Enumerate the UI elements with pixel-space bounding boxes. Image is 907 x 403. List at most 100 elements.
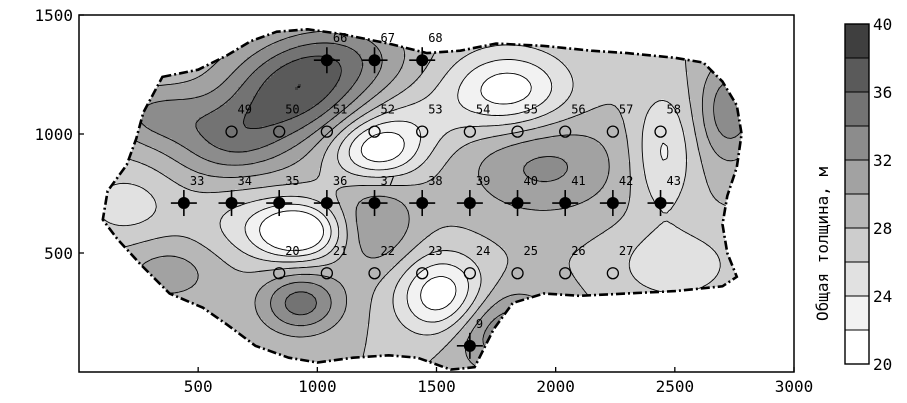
- contour-band-24-26: [415, 153, 430, 156]
- contour-band-28-30: [340, 318, 370, 321]
- contour-band-22-24: [352, 141, 364, 144]
- contour-band-32-34: [271, 297, 286, 300]
- contour-band-32-34: [247, 57, 271, 60]
- well-37-label: 37: [381, 174, 395, 188]
- contour-band-26-28: [151, 216, 223, 219]
- contour-band-20-22: [361, 147, 403, 150]
- contour-band-26-28: [478, 267, 505, 270]
- contour-band-26-28: [367, 324, 403, 327]
- contour-band-26-28: [685, 156, 700, 159]
- contour-band-32-34: [298, 129, 316, 132]
- contour-band-32-34: [220, 84, 241, 87]
- contour-band-28-30: [199, 276, 280, 279]
- contour-band-26-28: [412, 84, 439, 87]
- contour-band-24-26: [394, 309, 412, 312]
- contour-band-28-30: [610, 168, 631, 171]
- contour-band-30-32: [382, 54, 406, 57]
- contour-band-24-26: [631, 273, 718, 276]
- contour-band-32-34: [316, 300, 331, 303]
- contour-band-30-32: [379, 72, 397, 75]
- contour-band-34-36: [196, 123, 244, 126]
- contour-band-26-28: [628, 150, 643, 153]
- contour-band-28-30: [337, 258, 403, 261]
- contour-band-30-32: [274, 156, 304, 159]
- contour-band-28-30: [700, 159, 727, 162]
- contour-band-22-24: [325, 231, 331, 234]
- contour-band-26-28: [364, 351, 439, 354]
- contour-band-34-36: [196, 120, 244, 123]
- contour-band-22-24: [661, 153, 667, 156]
- contour-band-28-30: [193, 285, 262, 288]
- well-27-label: 27: [619, 244, 633, 258]
- contour-band-26-28: [571, 72, 688, 75]
- contour-band-26-28: [427, 63, 454, 66]
- contour-band-26-28: [631, 189, 649, 192]
- contour-band-28-30: [148, 165, 184, 168]
- contour-band-24-26: [469, 291, 478, 294]
- contour-band-26-28: [424, 237, 487, 240]
- contour-band-24-26: [667, 156, 685, 159]
- contour-band-26-28: [400, 261, 415, 264]
- contour-band-30-32: [139, 141, 175, 144]
- contour-band-26-28: [151, 192, 337, 195]
- y-tick-label-1000: 1000: [34, 125, 73, 144]
- colorbar-swatch-36-38: [845, 58, 869, 92]
- contour-band-28-30: [334, 324, 367, 327]
- contour-band-24-26: [394, 291, 406, 294]
- contour-band-26-28: [205, 246, 235, 249]
- well-37-marker-filled: [369, 197, 381, 209]
- contour-band-24-26: [631, 267, 721, 270]
- contour-band-30-32: [358, 234, 403, 237]
- contour-band-26-28: [679, 195, 712, 198]
- contour-band-32-34: [172, 138, 205, 141]
- contour-band-28-30: [313, 147, 328, 150]
- contour-band-26-28: [631, 165, 643, 168]
- contour-band-24-26: [646, 237, 697, 240]
- contour-band-30-32: [379, 51, 403, 54]
- contour-band-26-28: [631, 162, 643, 165]
- contour-band-32-34: [181, 144, 214, 147]
- well-43-marker-filled: [655, 197, 667, 209]
- contour-band-26-28: [412, 249, 505, 252]
- contour-band-28-30: [685, 69, 712, 72]
- contour-band-28-30: [496, 285, 580, 288]
- contour-band-30-32: [478, 168, 523, 171]
- contour-band-36-38: [265, 81, 337, 84]
- contour-band-36-38: [259, 87, 295, 90]
- contour-band-26-28: [685, 177, 706, 180]
- contour-band-28-30: [346, 306, 370, 309]
- contour-band-32-34: [268, 144, 295, 147]
- contour-band-28-30: [586, 111, 619, 114]
- contour-band-24-26: [538, 66, 568, 69]
- contour-band-20-22: [367, 138, 403, 141]
- contour-band-30-32: [703, 90, 718, 93]
- well-42-label: 42: [619, 174, 633, 188]
- contour-band-28-30: [346, 243, 361, 246]
- x-tick-label-3000: 3000: [775, 377, 814, 396]
- contour-band-32-34: [361, 72, 379, 75]
- contour-band-22-24: [247, 222, 262, 225]
- contour-band-26-28: [472, 258, 508, 261]
- contour-band-28-30: [319, 141, 331, 144]
- contour-band-30-32: [469, 336, 484, 339]
- contour-band-30-32: [259, 315, 277, 318]
- contour-band-22-24: [463, 78, 487, 81]
- contour-band-30-32: [355, 216, 409, 219]
- contour-band-26-28: [682, 126, 694, 129]
- contour-band-30-32: [331, 300, 346, 303]
- contour-band-26-28: [571, 75, 688, 78]
- contour-band-28-30: [403, 234, 430, 237]
- contour-band-24-26: [343, 168, 373, 171]
- contour-band-32-34: [205, 93, 235, 96]
- contour-band-26-28: [571, 258, 631, 261]
- contour-band-28-30: [445, 162, 481, 165]
- contour-band-26-28: [334, 138, 343, 141]
- contour-band-26-28: [385, 276, 400, 279]
- contour-band-30-32: [358, 231, 406, 234]
- contour-band-20-22: [421, 297, 454, 300]
- contour-band-26-28: [217, 255, 253, 258]
- contour-band-28-30: [397, 243, 418, 246]
- contour-band-26-28: [421, 72, 448, 75]
- contour-band-26-28: [628, 138, 643, 141]
- contour-band-22-24: [406, 294, 421, 297]
